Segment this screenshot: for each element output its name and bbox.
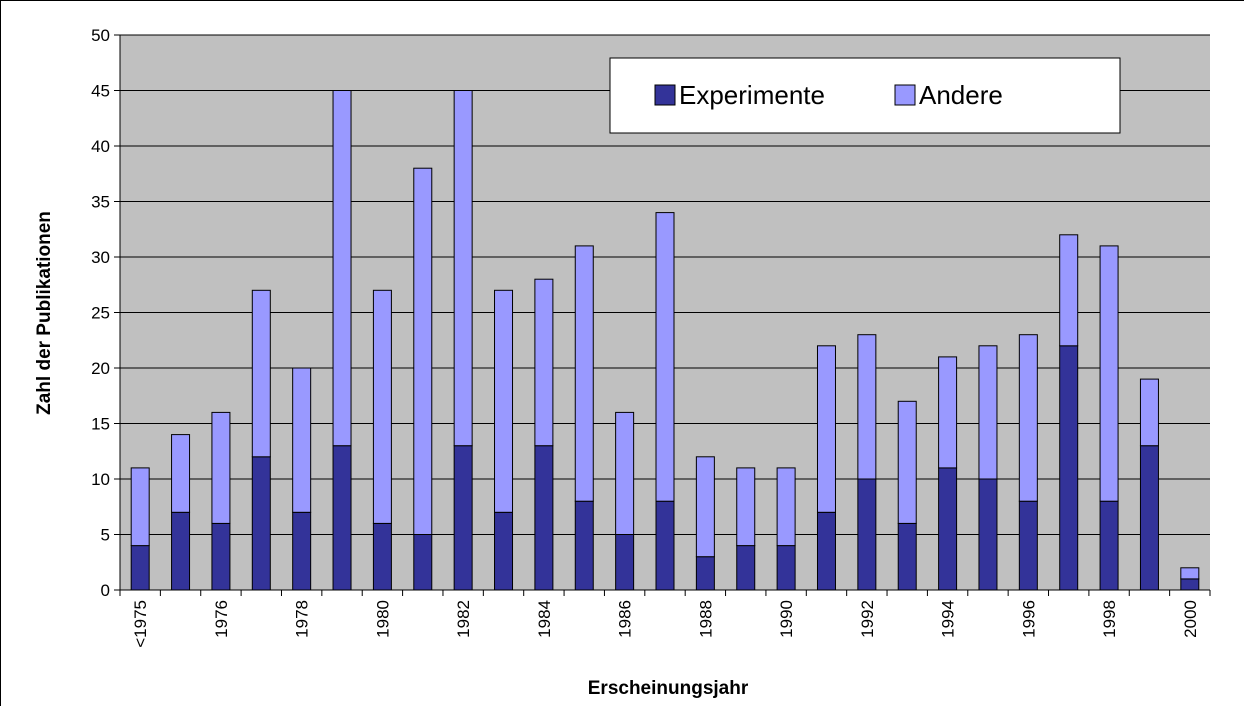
y-tick-label: 0 <box>101 581 110 600</box>
bar-segment <box>172 512 190 590</box>
bar-segment <box>373 290 391 523</box>
legend-swatch <box>655 85 675 105</box>
x-tick-label: 1994 <box>939 600 958 638</box>
bar-segment <box>1140 446 1158 590</box>
bar-segment <box>414 168 432 534</box>
bar-segment <box>252 290 270 457</box>
x-tick-label: 1976 <box>212 600 231 638</box>
bar-segment <box>979 346 997 479</box>
bar-segment <box>495 290 513 512</box>
bar-segment <box>858 335 876 479</box>
bar-segment <box>373 523 391 590</box>
y-tick-label: 10 <box>91 470 110 489</box>
bar-segment <box>898 523 916 590</box>
bar-segment <box>333 91 351 446</box>
bar-segment <box>212 412 230 523</box>
bar-segment <box>696 557 714 590</box>
bar-segment <box>817 346 835 513</box>
y-tick-label: 40 <box>91 137 110 156</box>
bar-segment <box>495 512 513 590</box>
x-tick-label: 1986 <box>616 600 635 638</box>
bar-segment <box>131 546 149 590</box>
bar-segment <box>1019 335 1037 502</box>
bar-segment <box>656 501 674 590</box>
bar-segment <box>1181 568 1199 579</box>
x-tick-label: 1984 <box>535 600 554 638</box>
bar-segment <box>1140 379 1158 446</box>
bar-segment <box>252 457 270 590</box>
bar-segment <box>1060 235 1078 346</box>
bar-segment <box>1060 346 1078 590</box>
y-tick-label: 35 <box>91 193 110 212</box>
x-tick-label: <1975 <box>131 600 150 648</box>
bar-segment <box>696 457 714 557</box>
bar-segment <box>575 501 593 590</box>
bar-segment <box>414 535 432 591</box>
bar-segment <box>535 446 553 590</box>
bar-segment <box>777 546 795 590</box>
bar-segment <box>737 468 755 546</box>
x-tick-label: 1982 <box>454 600 473 638</box>
bar-segment <box>1100 501 1118 590</box>
x-tick-label: 1978 <box>293 600 312 638</box>
bar-segment <box>939 468 957 590</box>
y-axis-label: Zahl der Publikationen <box>34 211 55 415</box>
legend-label: Experimente <box>679 80 825 110</box>
bar-segment <box>454 446 472 590</box>
bar-segment <box>817 512 835 590</box>
bar-segment <box>575 246 593 501</box>
bar-segment <box>293 368 311 512</box>
bar-segment <box>616 412 634 534</box>
bar-segment <box>979 479 997 590</box>
y-tick-label: 20 <box>91 359 110 378</box>
bar-segment <box>333 446 351 590</box>
bar-segment <box>939 357 957 468</box>
x-tick-label: 1988 <box>696 600 715 638</box>
bar-segment <box>656 213 674 502</box>
y-tick-label: 5 <box>101 526 110 545</box>
bar-segment <box>212 523 230 590</box>
bar-segment <box>898 401 916 523</box>
y-tick-label: 30 <box>91 248 110 267</box>
bar-segment <box>616 535 634 591</box>
bar-segment <box>535 279 553 446</box>
bar-segment <box>858 479 876 590</box>
bar-segment <box>293 512 311 590</box>
y-tick-label: 50 <box>91 26 110 45</box>
y-tick-label: 15 <box>91 415 110 434</box>
bar-segment <box>737 546 755 590</box>
x-tick-label: 2000 <box>1181 600 1200 638</box>
bar-segment <box>1181 579 1199 590</box>
x-tick-label: 1998 <box>1100 600 1119 638</box>
x-tick-label: 1980 <box>373 600 392 638</box>
x-tick-label: 1996 <box>1019 600 1038 638</box>
legend-label: Andere <box>919 80 1003 110</box>
legend-swatch <box>895 85 915 105</box>
x-axis-label: Erscheinungsjahr <box>588 678 749 699</box>
bar-segment <box>454 91 472 446</box>
bar-segment <box>1100 246 1118 501</box>
y-tick-label: 45 <box>91 82 110 101</box>
y-tick-label: 25 <box>91 304 110 323</box>
bar-segment <box>131 468 149 546</box>
bar-segment <box>172 435 190 513</box>
x-tick-label: 1990 <box>777 600 796 638</box>
bar-segment <box>777 468 795 546</box>
x-tick-label: 1992 <box>858 600 877 638</box>
bar-segment <box>1019 501 1037 590</box>
